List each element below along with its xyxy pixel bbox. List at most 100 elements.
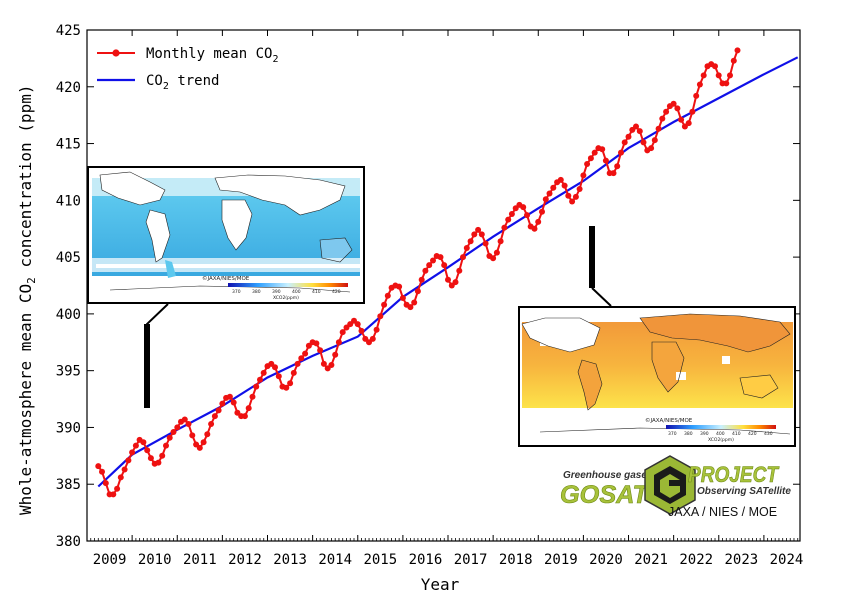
cb2-tick: 420 [748,431,757,437]
map-inset-2009-colorbar-label: XCO2(ppm) [273,295,299,301]
x-tick-label: 2019 [544,552,578,568]
monthly-point [505,216,512,223]
monthly-point [320,360,327,367]
monthly-point [377,313,384,320]
monthly-point [294,360,301,367]
monthly-point [125,457,132,464]
monthly-point [335,339,342,346]
trend-line [97,56,799,488]
monthly-point [208,421,215,427]
monthly-point [283,384,290,391]
monthly-point [399,295,406,301]
monthly-point [712,63,718,70]
monthly-point [260,369,267,376]
x-tick-label: 2020 [589,552,623,568]
monthly-point [204,431,211,438]
monthly-point [663,108,670,115]
monthly-point [181,416,188,423]
map-inset-2020-colorbar [666,425,776,429]
monthly-point [542,196,549,203]
monthly-point [170,429,177,435]
monthly-point [144,447,151,454]
monthly-point [580,172,587,179]
monthly-point [159,452,166,459]
monthly-point [163,442,169,449]
monthly-point [117,474,124,481]
monthly-point [373,326,380,333]
monthly-point [678,116,685,123]
logo-gosat: GOSAT [560,481,651,509]
legend: Monthly mean CO2 CO2 trend [97,46,278,92]
monthly-point [253,383,260,390]
cb1-tick: 380 [252,289,261,295]
monthly-point [121,466,128,473]
monthly-point [110,491,117,498]
monthly-point [734,47,741,54]
x-tick-label: 2011 [183,552,217,568]
monthly-point [475,226,482,233]
monthly-point [636,128,643,135]
map-inset-2020: ©JAXA/NIES/MOE 370 380 390 400 410 420 4… [518,226,796,447]
legend-trend-label: CO2 trend [146,73,219,92]
cb1-tick: 390 [272,289,281,295]
monthly-point [102,480,109,487]
monthly-point [524,212,530,219]
cb1-tick: 410 [312,289,321,295]
monthly-point [696,81,703,88]
logo-agencies: JAXA / NIES / MOE [668,505,777,519]
monthly-point [155,459,162,466]
monthly-point [95,463,102,470]
x-tick-label: 2012 [228,552,262,568]
y-tick-label: 410 [56,193,81,209]
monthly-point [437,254,444,261]
x-tick-label: 2016 [409,552,443,568]
monthly-point [302,350,309,357]
y-tick-label: 380 [56,534,81,550]
monthly-point [659,115,666,122]
monthly-point [215,407,222,414]
monthly-point [493,249,500,256]
monthly-point [132,442,139,449]
monthly-point [456,267,463,274]
legend-monthly-label: Monthly mean CO2 [146,46,278,65]
x-axis-title: Year [421,575,460,594]
gosat-project-logo: Greenhouse gases GOSAT PROJECT Observing… [560,455,791,519]
monthly-point [369,335,376,342]
logo-tagline-top: Greenhouse gases [563,470,653,481]
map-inset-2020-data [522,314,793,418]
x-tick-label: 2022 [679,552,713,568]
monthly-point [407,304,414,311]
monthly-point [490,255,497,262]
monthly-point [129,449,136,456]
monthly-point [249,393,256,400]
cb1-tick: 420 [332,289,341,295]
monthly-point [625,133,632,140]
monthly-point [290,369,297,376]
y-axis-title: Whole-atmosphere mean CO2 concentration … [16,85,38,515]
monthly-point [599,146,606,153]
monthly-point [114,485,121,492]
monthly-point [422,267,429,274]
y-tick-label: 390 [56,420,81,436]
monthly-point [430,257,436,264]
x-tick-label: 2010 [138,552,172,568]
map-inset-2020-colorbar-label: XCO2(ppm) [708,437,734,443]
monthly-point [211,413,218,420]
monthly-point [685,120,692,127]
monthly-point [230,399,237,406]
y-tick-label: 400 [56,307,81,323]
x-tick-label: 2024 [770,552,804,568]
cb2-tick: 390 [700,431,709,437]
monthly-point [275,373,282,380]
monthly-point [396,283,403,290]
monthly-point [531,225,538,232]
monthly-point [614,163,621,170]
monthly-point [245,405,252,412]
monthly-point [140,439,147,446]
x-tick-label: 2021 [634,552,668,568]
monthly-point [727,72,733,79]
monthly-point [478,231,485,238]
cb2-tick: 380 [684,431,693,437]
monthly-point [381,301,388,308]
